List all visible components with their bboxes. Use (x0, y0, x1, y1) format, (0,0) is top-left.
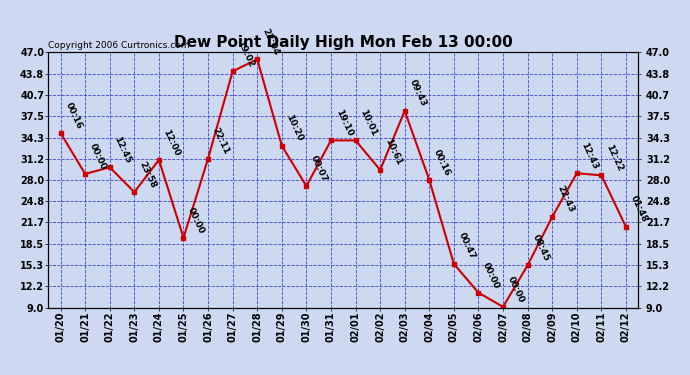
Text: 10:20: 10:20 (284, 114, 305, 143)
Text: 00:07: 00:07 (309, 154, 329, 183)
Text: 00:16: 00:16 (432, 148, 452, 177)
Text: 22:43: 22:43 (555, 184, 575, 214)
Text: 22:11: 22:11 (211, 126, 231, 156)
Text: 08:45: 08:45 (531, 233, 551, 262)
Text: 23:58: 23:58 (137, 159, 157, 189)
Title: Dew Point Daily High Mon Feb 13 00:00: Dew Point Daily High Mon Feb 13 00:00 (174, 35, 513, 50)
Text: 00:00: 00:00 (506, 275, 526, 304)
Text: 12:22: 12:22 (604, 143, 624, 172)
Text: 00:00: 00:00 (481, 261, 502, 290)
Text: 19:02: 19:02 (235, 39, 256, 69)
Text: 09:43: 09:43 (408, 78, 428, 108)
Text: 01:48: 01:48 (629, 195, 649, 224)
Text: 19:10: 19:10 (334, 108, 354, 138)
Text: Copyright 2006 Curtronics.com: Copyright 2006 Curtronics.com (48, 41, 190, 50)
Text: 12:45: 12:45 (112, 135, 133, 165)
Text: 00:16: 00:16 (63, 101, 83, 130)
Text: 10:61: 10:61 (383, 138, 403, 167)
Text: 00:47: 00:47 (457, 231, 477, 261)
Text: 12:43: 12:43 (580, 141, 600, 171)
Text: 00:00: 00:00 (186, 206, 206, 235)
Text: 22:04: 22:04 (260, 27, 280, 56)
Text: 12:00: 12:00 (161, 128, 182, 157)
Text: 00:00: 00:00 (88, 142, 108, 171)
Text: 10:01: 10:01 (358, 108, 379, 138)
